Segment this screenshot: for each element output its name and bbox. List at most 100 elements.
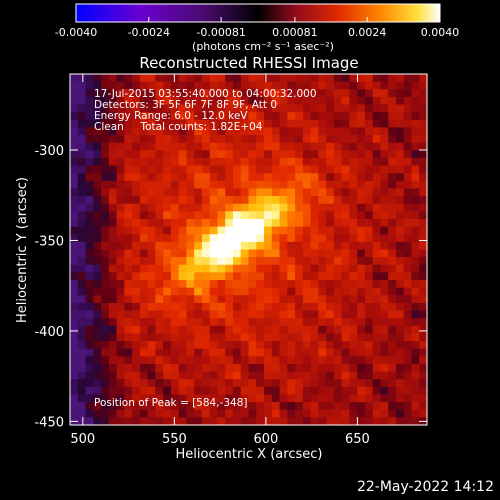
heatmap-cell <box>264 409 273 418</box>
heatmap-cell <box>209 96 219 106</box>
heatmap-cell <box>70 226 79 235</box>
heatmap-cell <box>395 333 405 342</box>
heatmap-cell <box>70 150 79 159</box>
heatmap-cell <box>279 249 288 258</box>
heatmap-cell <box>201 417 211 426</box>
heatmap-cell <box>147 104 156 113</box>
heatmap-cell <box>264 104 273 113</box>
heatmap-cell <box>225 318 234 327</box>
heatmap-cell <box>70 333 79 342</box>
heatmap-cell <box>209 371 219 380</box>
heatmap-cell <box>178 257 188 266</box>
heatmap-cell <box>349 180 358 190</box>
heatmap-cell <box>318 150 327 159</box>
heatmap-cell <box>101 119 110 129</box>
heatmap-cell <box>163 310 172 319</box>
heatmap-cell <box>287 188 296 197</box>
heatmap-cell <box>411 150 420 159</box>
heatmap-cell <box>349 348 358 357</box>
heatmap-cell <box>310 371 319 380</box>
heatmap-cell <box>264 218 273 228</box>
heatmap-cell <box>124 280 133 289</box>
heatmap-cell <box>170 211 180 220</box>
heatmap-cell <box>132 203 141 212</box>
heatmap-cell <box>411 318 420 327</box>
heatmap-cell <box>147 157 156 167</box>
heatmap-cell <box>256 218 265 228</box>
heatmap-cell <box>225 287 234 296</box>
heatmap-cell <box>240 371 250 380</box>
heatmap-cell <box>116 218 125 228</box>
heatmap-cell <box>217 119 226 129</box>
heatmap-cell <box>419 402 428 411</box>
heatmap-cell <box>248 348 257 357</box>
heatmap-cell <box>372 96 382 106</box>
heatmap-cell <box>349 150 358 159</box>
heatmap-cell <box>357 302 366 312</box>
heatmap-cell <box>186 417 195 426</box>
heatmap-cell <box>302 165 312 174</box>
heatmap-cell <box>201 394 211 403</box>
heatmap-cell <box>132 310 141 319</box>
heatmap-cell <box>279 386 288 396</box>
heatmap-cell <box>411 272 420 281</box>
heatmap-cell <box>155 112 164 121</box>
heatmap-cell <box>108 318 118 327</box>
heatmap-cell <box>364 89 374 98</box>
heatmap-cell <box>93 127 102 136</box>
heatmap-cell <box>155 341 164 350</box>
heatmap-cell <box>302 74 312 83</box>
heatmap-cell <box>178 142 188 151</box>
heatmap-cell <box>85 196 94 205</box>
heatmap-cell <box>411 386 420 396</box>
heatmap-cell <box>364 280 374 289</box>
heatmap-cell <box>256 119 265 129</box>
heatmap-cell <box>380 135 389 144</box>
heatmap-cell <box>349 173 358 182</box>
heatmap-cell <box>163 280 172 289</box>
heatmap-cell <box>240 386 250 396</box>
heatmap-cell <box>240 74 250 83</box>
heatmap-cell <box>70 287 79 296</box>
heatmap-cell <box>372 325 382 335</box>
heatmap-cell <box>388 386 397 396</box>
heatmap-cell <box>209 379 219 388</box>
heatmap-cell <box>341 150 350 159</box>
heatmap-cell <box>132 112 141 121</box>
heatmap-cell <box>101 333 110 342</box>
heatmap-cell <box>93 249 102 258</box>
heatmap-cell <box>77 150 87 159</box>
heatmap-cell <box>248 363 257 373</box>
heatmap-cell <box>178 150 188 159</box>
heatmap-cell <box>217 386 226 396</box>
heatmap-cell <box>116 89 125 98</box>
heatmap-cell <box>310 234 319 243</box>
heatmap-cell <box>411 112 420 121</box>
heatmap-cell <box>271 234 281 243</box>
heatmap-cell <box>232 402 242 411</box>
heatmap-cell <box>201 371 211 380</box>
heatmap-cell <box>279 96 288 106</box>
heatmap-cell <box>139 89 149 98</box>
heatmap-cell <box>170 341 180 350</box>
heatmap-cell <box>85 287 94 296</box>
heatmap-cell <box>372 74 382 83</box>
heatmap-cell <box>341 363 350 373</box>
heatmap-cell <box>225 157 234 167</box>
heatmap-cell <box>85 249 94 258</box>
heatmap-cell <box>139 386 149 396</box>
heatmap-cell <box>271 356 281 365</box>
heatmap-cell <box>178 264 188 273</box>
heatmap-cell <box>93 394 102 403</box>
heatmap-cell <box>225 363 234 373</box>
heatmap-cell <box>349 165 358 174</box>
heatmap-cell <box>395 241 405 251</box>
x-tick-label: 500 <box>70 432 95 447</box>
heatmap-cell <box>341 81 350 90</box>
heatmap-cell <box>155 165 164 174</box>
heatmap-cell <box>147 402 156 411</box>
heatmap-cell <box>93 226 102 235</box>
heatmap-cell <box>287 142 296 151</box>
heatmap-cell <box>101 264 110 273</box>
heatmap-cell <box>372 272 382 281</box>
